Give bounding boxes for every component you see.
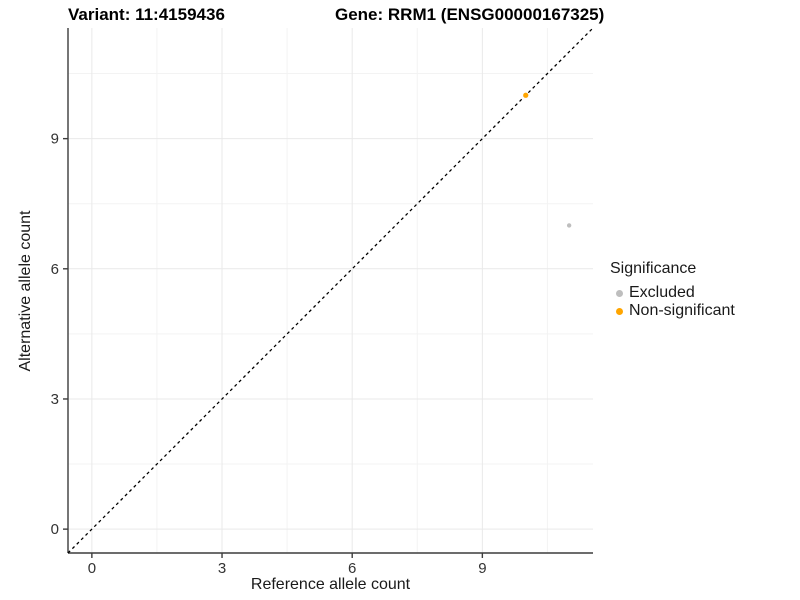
y-tick-label: 6 <box>51 261 59 278</box>
x-tick-label: 9 <box>478 560 486 577</box>
legend-point-icon <box>616 307 623 315</box>
data-point-non-significant <box>523 92 529 98</box>
data-point-excluded <box>566 223 572 228</box>
x-tick-label: 3 <box>218 560 226 577</box>
y-axis-title: Alternative allele count <box>17 210 34 372</box>
legend-entry: Excluded <box>610 284 735 302</box>
tick-marks <box>63 137 484 558</box>
legend-entry-label: Excluded <box>629 284 695 301</box>
y-tick-label: 9 <box>51 131 59 148</box>
major-gridlines <box>68 28 593 553</box>
x-axis-title: Reference allele count <box>250 576 411 593</box>
minor-gridlines <box>68 28 593 553</box>
y-tick-label: 3 <box>51 391 59 408</box>
y-tick-label: 0 <box>51 521 59 538</box>
x-tick-label: 0 <box>88 560 96 577</box>
identity-line <box>67 27 594 554</box>
axis-lines <box>67 28 593 554</box>
legend-entry: Non-significant <box>610 302 735 320</box>
legend: Significance Excluded Non-significant <box>610 260 735 320</box>
tick-labels: 0 3 6 9 0 3 6 9 <box>51 131 487 577</box>
legend-title: Significance <box>610 260 697 277</box>
legend-entries: Excluded Non-significant <box>610 284 735 320</box>
data-points <box>523 92 572 228</box>
legend-point-icon <box>616 289 623 297</box>
identity-dashed-line <box>67 27 594 554</box>
variant-title: Variant: 11:4159436 <box>68 5 225 24</box>
legend-entry-label: Non-significant <box>629 302 735 319</box>
gene-title: Gene: RRM1 (ENSG00000167325) <box>335 5 605 24</box>
x-tick-label: 6 <box>348 560 356 577</box>
